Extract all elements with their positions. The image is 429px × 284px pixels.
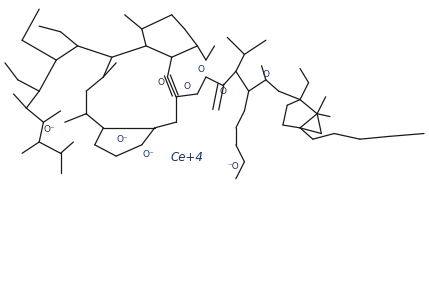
Text: O: O xyxy=(262,70,269,79)
Text: O⁻: O⁻ xyxy=(44,125,56,134)
Text: O: O xyxy=(157,78,165,87)
Text: O⁻: O⁻ xyxy=(117,135,128,144)
Text: O: O xyxy=(183,82,190,91)
Text: ⁻O: ⁻O xyxy=(228,162,240,170)
Text: O⁻: O⁻ xyxy=(142,150,154,159)
Text: O: O xyxy=(220,87,227,96)
Text: O: O xyxy=(197,65,204,74)
Text: Ce+4: Ce+4 xyxy=(170,151,203,164)
